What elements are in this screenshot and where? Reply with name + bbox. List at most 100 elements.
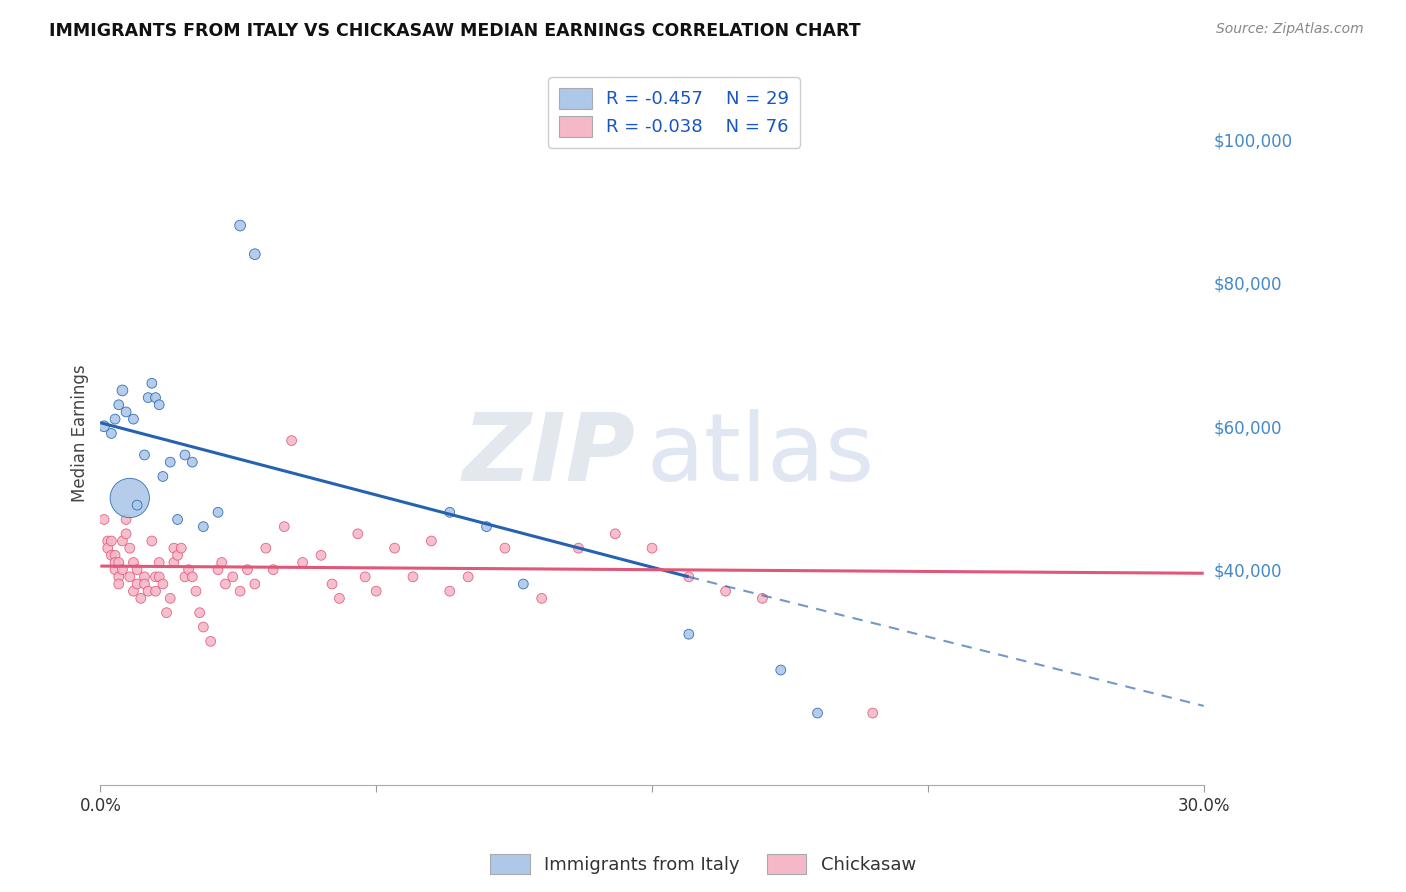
Point: [229, 584, 252, 599]
Point: [193, 519, 215, 533]
Point: [262, 563, 284, 577]
Point: [141, 376, 163, 391]
Point: [104, 412, 127, 426]
Text: atlas: atlas: [647, 409, 875, 500]
Legend: Immigrants from Italy, Chickasaw: Immigrants from Italy, Chickasaw: [481, 845, 925, 883]
Point: [207, 505, 229, 519]
Point: [148, 570, 170, 584]
Point: [166, 549, 188, 563]
Point: [166, 512, 188, 526]
Point: [174, 570, 197, 584]
Point: [163, 556, 186, 570]
Point: [494, 541, 516, 556]
Point: [177, 563, 200, 577]
Point: [145, 570, 167, 584]
Point: [354, 570, 377, 584]
Point: [136, 584, 159, 599]
Point: [118, 491, 141, 505]
Point: [254, 541, 277, 556]
Point: [366, 584, 388, 599]
Point: [100, 549, 122, 563]
Point: [174, 448, 197, 462]
Point: [115, 512, 138, 526]
Point: [328, 591, 350, 606]
Point: [122, 412, 145, 426]
Point: [115, 526, 138, 541]
Point: [420, 533, 443, 548]
Point: [104, 556, 127, 570]
Point: [134, 448, 156, 462]
Point: [236, 563, 259, 577]
Point: [115, 405, 138, 419]
Point: [229, 219, 252, 233]
Point: [97, 541, 120, 556]
Point: [291, 556, 314, 570]
Point: [214, 577, 236, 591]
Point: [567, 541, 589, 556]
Point: [136, 391, 159, 405]
Point: [439, 505, 461, 519]
Point: [402, 570, 425, 584]
Point: [862, 706, 884, 720]
Point: [280, 434, 302, 448]
Point: [118, 570, 141, 584]
Point: [104, 549, 127, 563]
Point: [100, 533, 122, 548]
Point: [222, 570, 245, 584]
Point: [159, 455, 181, 469]
Point: [211, 556, 233, 570]
Point: [439, 584, 461, 599]
Point: [127, 577, 149, 591]
Point: [122, 556, 145, 570]
Point: [118, 541, 141, 556]
Point: [678, 627, 700, 641]
Point: [181, 570, 204, 584]
Point: [122, 584, 145, 599]
Text: ZIP: ZIP: [463, 409, 636, 500]
Point: [111, 563, 134, 577]
Point: [321, 577, 343, 591]
Point: [678, 570, 700, 584]
Point: [134, 577, 156, 591]
Point: [530, 591, 553, 606]
Point: [309, 549, 332, 563]
Text: Source: ZipAtlas.com: Source: ZipAtlas.com: [1216, 22, 1364, 37]
Point: [111, 533, 134, 548]
Legend: R = -0.457    N = 29, R = -0.038    N = 76: R = -0.457 N = 29, R = -0.038 N = 76: [548, 77, 800, 148]
Point: [605, 526, 627, 541]
Point: [181, 455, 204, 469]
Point: [384, 541, 406, 556]
Point: [243, 247, 266, 261]
Point: [104, 563, 127, 577]
Point: [107, 398, 129, 412]
Point: [273, 519, 295, 533]
Point: [200, 634, 222, 648]
Point: [641, 541, 664, 556]
Text: IMMIGRANTS FROM ITALY VS CHICKASAW MEDIAN EARNINGS CORRELATION CHART: IMMIGRANTS FROM ITALY VS CHICKASAW MEDIA…: [49, 22, 860, 40]
Point: [714, 584, 737, 599]
Point: [152, 577, 174, 591]
Point: [148, 398, 170, 412]
Point: [512, 577, 534, 591]
Point: [170, 541, 193, 556]
Point: [141, 533, 163, 548]
Point: [475, 519, 498, 533]
Point: [129, 591, 152, 606]
Point: [457, 570, 479, 584]
Point: [134, 570, 156, 584]
Y-axis label: Median Earnings: Median Earnings: [72, 365, 89, 502]
Point: [346, 526, 368, 541]
Point: [243, 577, 266, 591]
Point: [107, 577, 129, 591]
Point: [159, 591, 181, 606]
Point: [145, 584, 167, 599]
Point: [751, 591, 773, 606]
Point: [93, 419, 115, 434]
Point: [145, 391, 167, 405]
Point: [93, 512, 115, 526]
Point: [148, 556, 170, 570]
Point: [188, 606, 211, 620]
Point: [100, 426, 122, 441]
Point: [152, 469, 174, 483]
Point: [806, 706, 828, 720]
